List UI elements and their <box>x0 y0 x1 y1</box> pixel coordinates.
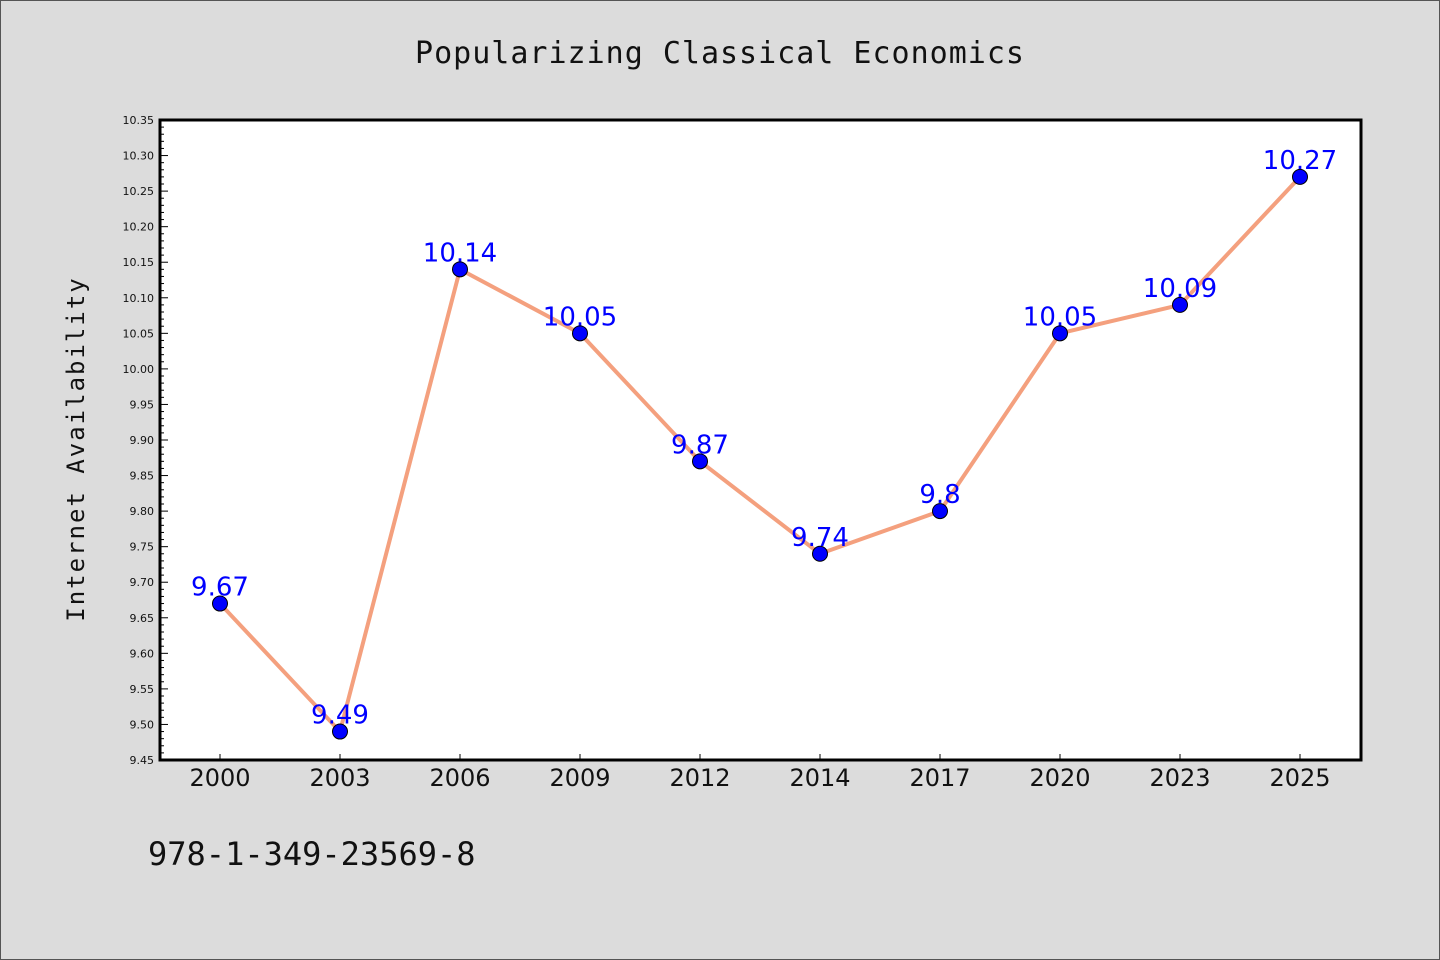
data-label: 9.49 <box>311 701 369 731</box>
data-point <box>692 453 708 470</box>
data-point <box>1292 168 1308 185</box>
y-tick-label: 10.20 <box>123 221 155 234</box>
y-tick-label: 9.50 <box>130 718 155 731</box>
series-line-group <box>218 174 1302 734</box>
y-tick-label: 10.00 <box>123 363 155 376</box>
data-point <box>812 545 828 562</box>
series-line <box>218 174 1302 734</box>
x-tick-label: 2017 <box>909 764 970 792</box>
chart-title: Popularizing Classical Economics <box>415 36 1025 71</box>
data-point <box>1052 325 1068 342</box>
x-tick-label: 2012 <box>669 764 730 792</box>
y-axis-label: Internet Availability <box>62 276 90 621</box>
series-points-group <box>212 168 1308 740</box>
data-point <box>932 503 948 520</box>
y-tick-label: 9.45 <box>130 754 155 767</box>
data-label: 9.67 <box>191 573 249 603</box>
x-tick-label: 2009 <box>549 764 610 792</box>
data-point <box>212 595 228 612</box>
y-axis: 9.45 9.50 9.55 9.60 9.65 9.70 9.75 9.80 9.85 9.90… <box>123 114 168 767</box>
y-tick-label: 10.35 <box>123 114 155 127</box>
y-tick-label: 9.90 <box>130 434 155 447</box>
x-tick-label: 2023 <box>1149 764 1210 792</box>
data-label: 10.05 <box>1023 302 1097 332</box>
data-labels-group: 9.67 9.49 10.14 10.05 9.87 9.74 9.8 10.05 10.09 1… <box>191 146 1337 731</box>
y-tick-label: 9.95 <box>130 398 155 411</box>
plot-area <box>160 120 1361 760</box>
plot-border <box>158 118 1363 762</box>
data-point <box>452 261 468 278</box>
data-point <box>1172 296 1188 313</box>
y-tick-label: 9.85 <box>130 470 155 483</box>
y-tick-label: 9.70 <box>130 576 155 589</box>
x-axis: 2000 2003 2006 2009 2012 2014 2017 2020 2023 2025 <box>189 754 1331 792</box>
y-tick-label: 9.65 <box>130 612 155 625</box>
data-label: 10.14 <box>423 238 497 268</box>
data-label: 9.87 <box>671 430 729 460</box>
x-tick-label: 2003 <box>309 764 370 792</box>
y-tick-label: 10.30 <box>123 150 155 163</box>
data-label: 9.8 <box>919 480 960 510</box>
x-tick-label: 2006 <box>429 764 490 792</box>
y-tick-label: 10.05 <box>123 327 155 340</box>
y-tick-label: 9.55 <box>130 683 155 696</box>
y-tick-label: 9.80 <box>130 505 155 518</box>
isbn-text: 978-1-349-23569-8 <box>148 835 476 873</box>
y-tick-label: 9.60 <box>130 647 155 660</box>
y-tick-label: 10.10 <box>123 292 155 305</box>
x-tick-label: 2025 <box>1269 764 1330 792</box>
y-tick-label: 10.25 <box>123 185 155 198</box>
x-tick-label: 2014 <box>789 764 850 792</box>
x-tick-label: 2000 <box>189 764 250 792</box>
y-tick-label: 9.75 <box>130 541 155 554</box>
data-label: 10.09 <box>1143 274 1217 304</box>
data-label: 9.74 <box>791 523 849 553</box>
data-point <box>572 325 588 342</box>
y-tick-label: 10.15 <box>123 256 155 269</box>
data-label: 10.05 <box>543 302 617 332</box>
data-label: 10.27 <box>1263 146 1337 176</box>
x-tick-label: 2020 <box>1029 764 1090 792</box>
data-point <box>332 723 348 740</box>
